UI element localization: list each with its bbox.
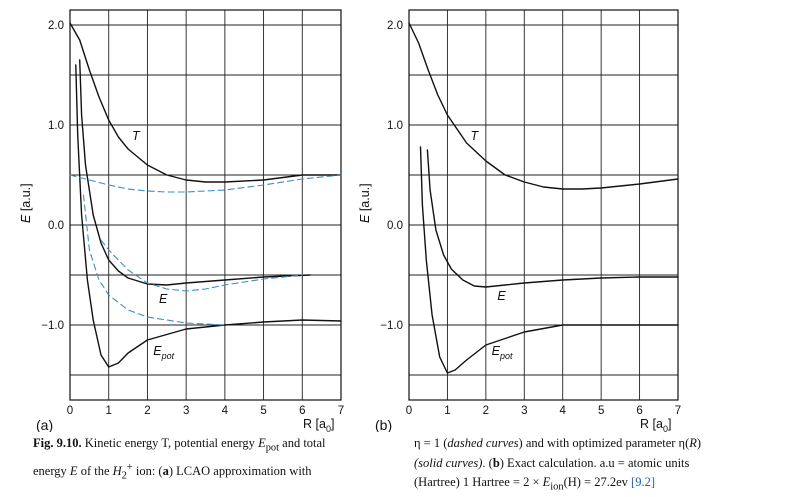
caption-text: (Hartree) 1 Hartree = 2 × [414,475,540,489]
y-tick-label: 1.0 [48,120,64,132]
caption-symbol: E [258,436,266,450]
caption-text: of the [80,464,110,479]
caption-text: (H) = 27.2ev [563,475,628,489]
figure-caption: Fig. 9.10. Kinetic energy T, potential e… [33,434,793,494]
figure: 0 1 2 3 4 5 6 7 2.0 1.0 0.0 −1.0 E [a.u.] R [a0] (a) T E… [19,9,681,434]
x-tick-label: 7 [338,405,344,417]
caption-bold: b [492,455,500,470]
plot-frame [69,9,342,401]
x-tick-label: 4 [560,405,567,417]
caption-right-column: η = 1 (dashed curves) and with optimized… [414,434,779,497]
x-tick-label: 2 [483,405,489,417]
caption-italic: (solid curves) [414,455,483,470]
caption-subscript: ion [550,481,564,493]
series-line-epot-dashed [82,194,226,326]
x-tick-label: 6 [299,405,305,417]
curve-label-e: E [497,289,506,303]
caption-text: . ( [482,455,493,470]
series-line-e [426,149,679,288]
x-tick-label: 7 [675,405,681,417]
caption-text: Kinetic energy T, potential energy [84,436,255,450]
caption-text: η = 1 ( [414,436,448,450]
y-axis-label: E [a.u.] [358,183,372,223]
caption-text: energy [33,464,67,479]
y-tick-label: −1.0 [41,320,64,332]
caption-symbol: H [112,464,122,479]
panel-label: (b) [375,417,392,432]
curve-label-e: E [159,292,168,306]
x-tick-label: 5 [598,405,604,417]
figure-svg: 0 1 2 3 4 5 6 7 2.0 1.0 0.0 −1.0 E [a.u.] R [a0] (a) T E… [19,9,681,434]
series-line-epot [75,64,342,368]
caption-subscript: pot [265,442,280,454]
caption-text: and total [282,436,326,450]
x-tick-label: 2 [144,405,150,417]
x-axis-label: R [a0] [640,417,671,432]
caption-text: ) LCAO approximation with [168,464,312,479]
x-tick-label: 1 [444,405,450,417]
series-line-epot [419,146,679,374]
caption-left-column: Fig. 9.10. Kinetic energy T, potential e… [33,434,398,486]
caption-bold: a [162,464,169,479]
x-axis-label: R [a0] [303,417,334,432]
caption-symbol: E [542,475,551,489]
y-tick-label: 2.0 [48,20,64,32]
series-line-e-dashed [100,239,303,292]
x-tick-label: 3 [183,405,189,417]
y-tick-label: 1.0 [387,120,403,132]
plot-frame [408,9,679,401]
series-line-t [69,22,342,183]
panel-label: (a) [36,417,53,432]
caption-subscript: 2 [121,470,127,482]
caption-citation: [9.2] [631,475,655,489]
y-tick-label: 0.0 [48,220,64,232]
y-tick-label: −1.0 [380,320,403,332]
series-line-t [408,22,679,190]
x-tick-label: 3 [521,405,527,417]
series-line-e [79,59,311,286]
caption-symbol: R [689,436,697,450]
y-tick-label: 2.0 [387,20,403,32]
x-tick-label: 1 [106,405,112,417]
x-tick-label: 4 [222,405,229,417]
curve-label-t: T [132,129,141,143]
caption-text: ion: ( [135,464,163,479]
x-tick-label: 0 [67,405,73,417]
caption-text: ) [696,436,702,450]
caption-text: ) Exact calculation. a.u = atomic units [499,455,690,470]
y-tick-label: 0.0 [387,220,403,232]
x-tick-label: 5 [260,405,266,417]
x-tick-label: 6 [636,405,642,417]
caption-fig-label: Fig. 9.10. [33,436,82,450]
curve-label-t: T [470,129,479,143]
series-line-t-dashed [69,174,342,193]
curve-label-epot: Epot [153,344,174,361]
x-tick-label: 0 [406,405,412,417]
caption-superscript: + [126,462,133,473]
caption-symbol: E [69,464,78,479]
curve-label-epot: Epot [492,344,513,361]
y-axis-label: E [a.u.] [19,183,33,223]
caption-text: ) and with optimized parameter η( [518,436,690,450]
caption-italic: dashed curves [447,436,519,450]
